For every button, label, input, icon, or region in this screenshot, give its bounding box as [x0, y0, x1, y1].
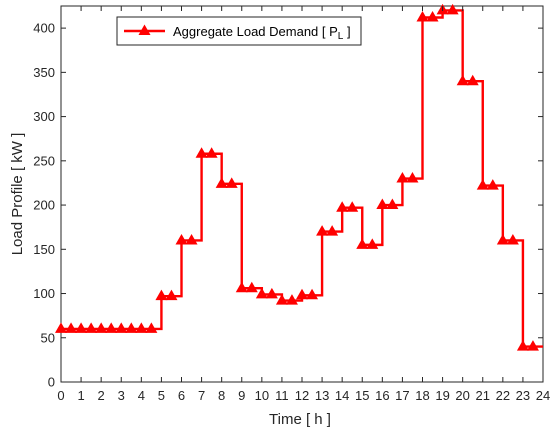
x-tick-label: 12 — [295, 388, 309, 403]
x-tick-label: 19 — [435, 388, 449, 403]
x-tick-label: 7 — [198, 388, 205, 403]
data-point-marker — [145, 322, 158, 333]
data-point-marker — [65, 322, 78, 333]
x-tick-label: 22 — [496, 388, 510, 403]
data-point-marker — [215, 177, 228, 188]
legend: Aggregate Load Demand [ PL ] — [116, 16, 362, 46]
x-axis-label: Time [ h ] — [269, 411, 331, 428]
data-point-marker — [316, 225, 329, 236]
x-tick-label: 2 — [98, 388, 105, 403]
y-tick-label: 350 — [33, 65, 55, 80]
x-tick-label: 0 — [57, 388, 64, 403]
data-point-marker — [336, 201, 349, 212]
data-point-marker — [255, 287, 268, 299]
data-point-marker — [416, 11, 429, 22]
x-tick-label: 13 — [315, 388, 329, 403]
x-tick-label: 23 — [516, 388, 530, 403]
data-point-marker — [85, 322, 98, 333]
data-point-marker — [366, 238, 379, 249]
x-tick-label: 6 — [178, 388, 185, 403]
x-tick-label: 11 — [275, 388, 289, 403]
data-point-marker — [225, 177, 238, 188]
data-point-marker — [245, 281, 258, 293]
x-tick-label: 5 — [158, 388, 165, 403]
series-line — [61, 9, 543, 348]
data-point-marker — [296, 288, 308, 300]
data-point-marker — [55, 322, 67, 333]
data-point-marker — [205, 147, 218, 158]
y-tick-label: 250 — [33, 153, 55, 168]
data-point-marker — [476, 179, 489, 190]
x-tick-label: 4 — [138, 388, 145, 403]
y-tick-label: 0 — [48, 375, 55, 390]
data-point-marker — [506, 233, 519, 245]
x-tick-label: 15 — [355, 388, 369, 403]
x-tick-label: 17 — [395, 388, 409, 403]
x-tick-label: 18 — [415, 388, 429, 403]
data-point-marker — [75, 322, 88, 333]
data-point-marker — [456, 74, 469, 86]
legend-marker — [138, 24, 151, 35]
data-point-marker — [265, 287, 278, 299]
data-point-marker — [376, 198, 389, 210]
y-tick-label: 100 — [33, 286, 55, 301]
data-point-marker — [155, 289, 168, 301]
plot-area — [55, 3, 544, 383]
x-tick-label: 10 — [255, 388, 269, 403]
data-point-marker — [125, 322, 138, 333]
data-point-marker — [356, 238, 369, 249]
y-tick-label: 50 — [41, 330, 55, 345]
x-tick-label: 20 — [455, 388, 469, 403]
data-point-marker — [516, 340, 529, 351]
data-point-marker — [135, 322, 148, 333]
data-point-marker — [306, 288, 319, 300]
data-point-marker — [396, 172, 409, 183]
data-point-marker — [275, 294, 288, 305]
legend-label: Aggregate Load Demand [ PL ] — [173, 24, 351, 42]
x-tick-label: 16 — [375, 388, 389, 403]
data-point-marker — [446, 3, 459, 15]
data-point-marker — [175, 233, 188, 245]
data-point-marker — [115, 322, 128, 333]
x-tick-label: 21 — [476, 388, 490, 403]
data-point-marker — [406, 172, 419, 183]
x-tick-label: 1 — [77, 388, 84, 403]
y-axis-ticks: 0 50 100 150 200 250 300 350 400 — [33, 21, 543, 390]
y-tick-label: 400 — [33, 21, 55, 36]
x-tick-label: 24 — [536, 388, 550, 403]
data-point-marker — [165, 289, 178, 301]
data-point-marker — [195, 147, 208, 158]
x-axis-ticks: 0 1 2 3 4 5 6 7 8 9 10 11 12 13 14 15 16 17 18 19 20 21 22 23 24 — [57, 6, 550, 403]
x-tick-label: 8 — [218, 388, 225, 403]
y-axis-label: Load Profile [ kW ] — [9, 133, 26, 256]
data-point-marker — [426, 11, 439, 22]
y-tick-label: 150 — [33, 242, 55, 257]
x-tick-label: 14 — [335, 388, 349, 403]
data-point-marker — [496, 233, 509, 245]
x-tick-label: 9 — [238, 388, 245, 403]
data-point-marker — [185, 233, 198, 245]
data-point-marker — [95, 322, 108, 333]
data-point-marker — [105, 322, 118, 333]
data-point-marker — [326, 225, 339, 236]
data-point-marker — [346, 201, 359, 212]
data-point-marker — [486, 179, 499, 190]
data-point-marker — [386, 198, 399, 210]
y-tick-label: 300 — [33, 109, 55, 124]
data-point-marker — [526, 340, 539, 351]
data-point-marker — [285, 294, 298, 305]
axes-box — [60, 5, 544, 383]
x-tick-label: 3 — [118, 388, 125, 403]
data-point-marker — [466, 74, 479, 86]
data-point-marker — [235, 281, 248, 293]
y-tick-label: 200 — [33, 198, 55, 213]
